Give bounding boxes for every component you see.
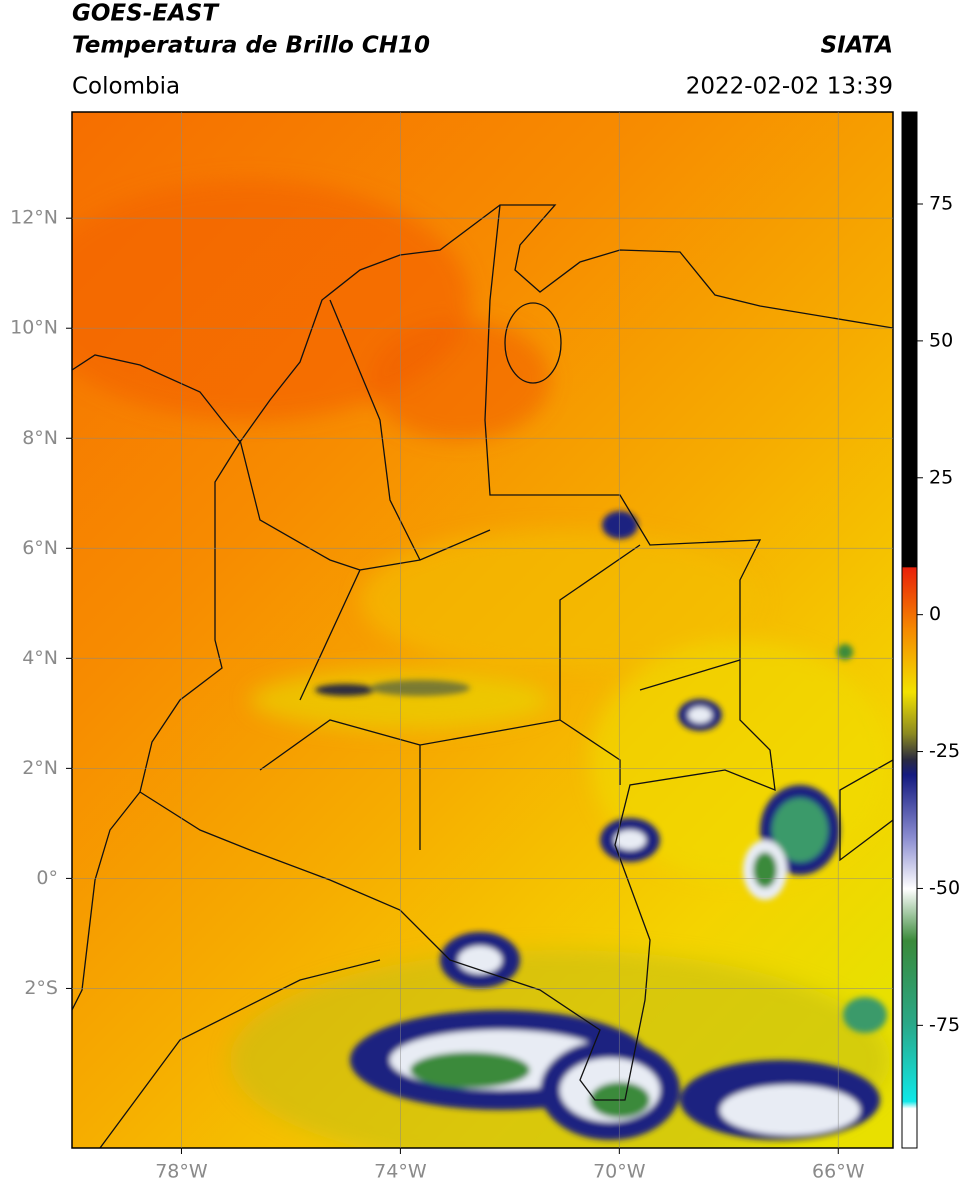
region: Colombia <box>72 74 180 100</box>
colorbar <box>901 111 918 1149</box>
colorbar-tick-label: -75 <box>929 1014 960 1036</box>
y-tick-label: 10°N <box>10 317 58 339</box>
map <box>72 112 893 1148</box>
colorbar-tick-label: 75 <box>929 192 953 214</box>
y-tick-label: 2°N <box>22 757 58 779</box>
product: Temperatura de Brillo CH10 <box>72 33 430 59</box>
source: SIATA <box>821 33 893 59</box>
colorbar-tick-label: 50 <box>929 329 953 351</box>
colorbar-tick-label: 25 <box>929 466 953 488</box>
y-tick-label: 0° <box>36 867 58 889</box>
map-frame <box>71 111 894 1149</box>
y-tick-label: 8°N <box>22 427 58 449</box>
clouds <box>315 511 887 1140</box>
x-tick-label: 66°W <box>812 1161 865 1183</box>
y-tick-label: 2°S <box>24 977 58 999</box>
borders <box>72 204 893 1148</box>
x-tick-label: 74°W <box>374 1161 427 1183</box>
satellite: GOES-EAST <box>72 1 220 27</box>
timestamp: 2022-02-02 13:39 <box>686 74 893 100</box>
colorbar-tick-label: -50 <box>929 877 960 899</box>
x-tick-label: 70°W <box>593 1161 646 1183</box>
y-tick-label: 4°N <box>22 647 58 669</box>
x-tick-label: 78°W <box>155 1161 208 1183</box>
colorbar-tick-label: -25 <box>929 740 960 762</box>
y-tick-label: 6°N <box>22 537 58 559</box>
colorbar-tick-label: 0 <box>929 603 941 625</box>
y-tick-label: 12°N <box>10 207 58 229</box>
